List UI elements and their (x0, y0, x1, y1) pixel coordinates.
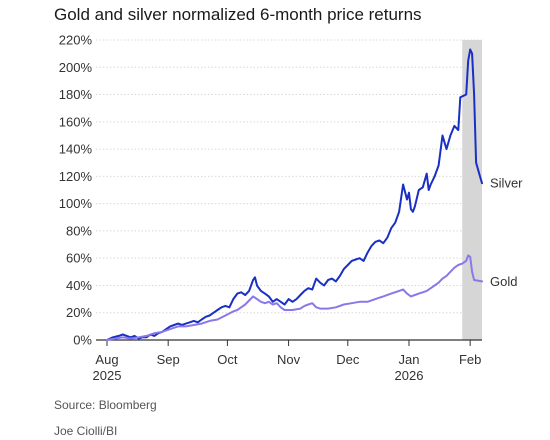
y-tick-label: 100% (59, 196, 93, 211)
series-label-silver: Silver (490, 176, 523, 191)
x-tick-year-label: 2025 (93, 368, 122, 383)
x-tick-label: Nov (277, 352, 301, 367)
series-label-gold: Gold (490, 274, 517, 289)
y-tick-label: 0% (73, 333, 92, 348)
y-tick-label: 160% (59, 114, 93, 129)
series-line-gold (106, 254, 483, 341)
y-tick-label: 140% (59, 142, 93, 157)
series-labels: Silver Gold (490, 176, 523, 289)
grid-lines (96, 39, 482, 341)
y-tick-label: 40% (66, 278, 92, 293)
x-tick-label: Sep (157, 352, 180, 367)
y-axis-ticks: 220% 200% 180% 160% 140% 120% 100% 80% 60% 40% 20%… (59, 33, 93, 348)
y-tick-label: 200% (59, 60, 93, 75)
y-tick-label: 20% (66, 305, 92, 320)
y-tick-label: 60% (66, 251, 92, 266)
x-tick-label: Jan (398, 352, 419, 367)
x-tick-label: Feb (459, 352, 481, 367)
y-tick-label: 120% (59, 169, 93, 184)
highlight-band (462, 40, 482, 340)
chart-title: Gold and silver normalized 6-month price… (54, 5, 422, 24)
series-lines (106, 48, 483, 341)
x-tick-label: Dec (336, 352, 360, 367)
series-line-silver (106, 48, 483, 341)
y-tick-label: 80% (66, 223, 92, 238)
highlight-band-group (462, 40, 482, 340)
y-tick-label: 180% (59, 87, 93, 102)
y-tick-label: 220% (59, 33, 93, 48)
x-tick-label: Aug (95, 352, 118, 367)
credit-note: Joe Ciolli/BI (54, 424, 118, 438)
x-tick-label: Oct (217, 352, 238, 367)
x-tick-year-label: 2026 (395, 368, 424, 383)
source-note: Source: Bloomberg (54, 398, 157, 412)
